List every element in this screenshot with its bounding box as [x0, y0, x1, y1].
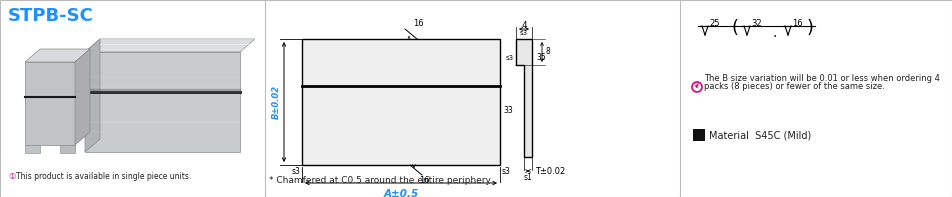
- Circle shape: [692, 82, 702, 92]
- Text: 4: 4: [521, 20, 526, 30]
- Text: 16: 16: [792, 19, 803, 28]
- Text: (: (: [731, 19, 739, 37]
- Text: ①: ①: [8, 172, 15, 181]
- Text: .: .: [773, 26, 777, 40]
- Polygon shape: [516, 39, 532, 157]
- Text: 35: 35: [536, 53, 545, 62]
- Text: 32: 32: [751, 19, 762, 28]
- Polygon shape: [85, 52, 240, 152]
- Bar: [8, 27, 257, 175]
- Text: 8: 8: [546, 47, 551, 57]
- Text: B±0.02: B±0.02: [271, 85, 281, 119]
- Text: 16: 16: [413, 19, 424, 28]
- Text: s3: s3: [291, 167, 300, 176]
- Text: ): ): [806, 19, 814, 37]
- Text: packs (8 pieces) or fewer of the same size.: packs (8 pieces) or fewer of the same si…: [704, 82, 884, 91]
- Text: s3: s3: [520, 30, 528, 36]
- Text: s3: s3: [502, 167, 511, 176]
- Polygon shape: [85, 39, 255, 52]
- Polygon shape: [25, 145, 40, 153]
- Bar: [693, 129, 705, 141]
- Text: 33: 33: [504, 107, 513, 115]
- Polygon shape: [25, 49, 90, 62]
- Polygon shape: [60, 145, 75, 153]
- Text: STPB-SC: STPB-SC: [8, 7, 94, 25]
- Bar: [302, 39, 500, 165]
- Text: This product is available in single piece units.: This product is available in single piec…: [16, 172, 191, 181]
- Text: ❦: ❦: [694, 83, 700, 89]
- Polygon shape: [25, 62, 75, 145]
- Text: The B size variation will be 0.01 or less when ordering 4: The B size variation will be 0.01 or les…: [704, 74, 940, 83]
- Text: 25: 25: [709, 19, 720, 28]
- Text: s3: s3: [506, 55, 514, 61]
- Text: T±0.02: T±0.02: [535, 166, 565, 176]
- Text: Material  S45C (Mild): Material S45C (Mild): [709, 130, 811, 140]
- Text: 16: 16: [419, 176, 429, 185]
- Text: s1: s1: [524, 173, 532, 182]
- Text: A±0.5: A±0.5: [384, 189, 419, 197]
- Text: * Chamfered at C0.5 around the entire periphery: * Chamfered at C0.5 around the entire pe…: [269, 176, 491, 185]
- Polygon shape: [75, 49, 90, 145]
- Polygon shape: [85, 39, 100, 152]
